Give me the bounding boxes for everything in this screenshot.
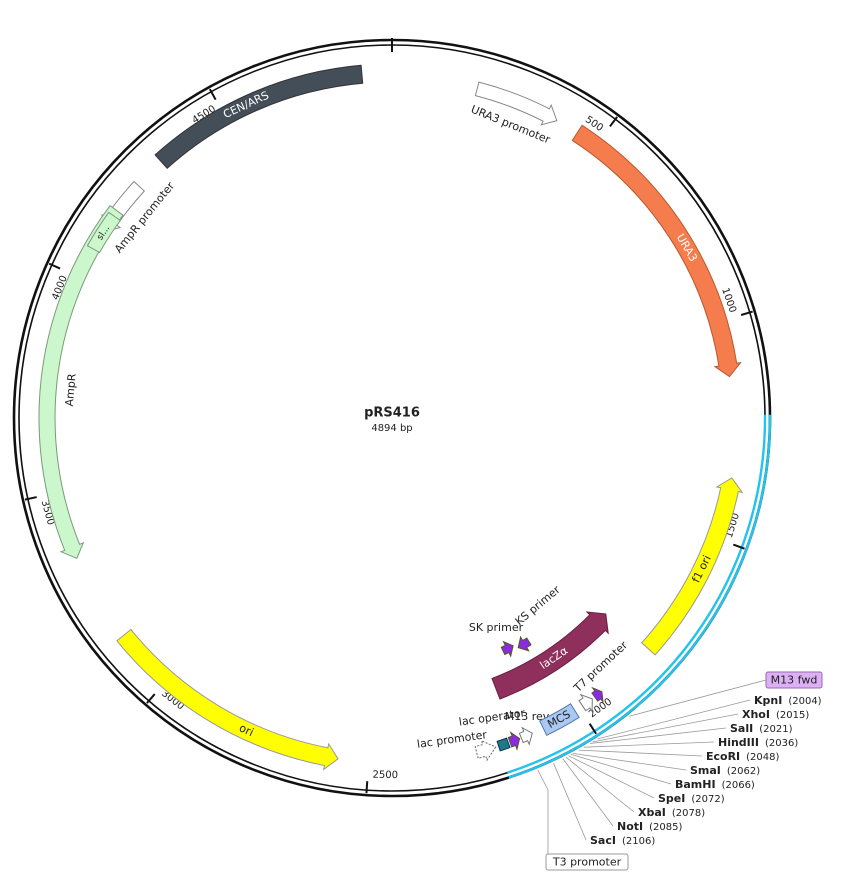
feature-label: AmpR <box>63 373 79 407</box>
feature <box>116 628 339 771</box>
site-label: SpeI (2072) <box>658 792 725 805</box>
ruler-label: 2500 <box>372 770 398 781</box>
site-position: (2106) <box>622 836 655 847</box>
site-name: NotI <box>617 820 643 833</box>
site-position: (2062) <box>727 766 760 777</box>
label-box <box>765 671 823 689</box>
site-label: KpnI (2004) <box>754 694 822 707</box>
label-box <box>545 853 629 871</box>
site-position: (2021) <box>759 724 792 735</box>
ruler-tick <box>208 88 217 101</box>
site-name: SalI <box>730 722 753 735</box>
site-name: XhoI <box>742 708 770 721</box>
feature <box>539 703 580 736</box>
site-connector <box>583 741 715 748</box>
ruler-tick <box>740 310 753 316</box>
site-connector <box>570 753 672 785</box>
site-position: (2066) <box>722 780 755 791</box>
site-connector <box>553 762 587 841</box>
feature-label: M13 rev <box>505 710 550 723</box>
site-label: HindIII (2036) <box>718 736 798 749</box>
plasmid-size: 4894 bp <box>371 423 412 434</box>
feature <box>571 124 742 378</box>
site-connector <box>592 713 739 743</box>
feature-label: SK primer <box>469 621 524 634</box>
feature <box>496 737 511 752</box>
site-position: (2078) <box>672 808 705 819</box>
site-name: KpnI <box>754 694 782 707</box>
site-connector <box>597 699 751 740</box>
feature-arrow <box>518 726 533 746</box>
connector <box>629 679 767 717</box>
feature <box>500 640 514 658</box>
site-label: SmaI (2062) <box>690 764 760 777</box>
ruler-tick <box>588 723 597 735</box>
site-name: SpeI <box>658 792 685 805</box>
site-connector <box>578 749 703 757</box>
site-label: NotI (2085) <box>617 820 682 833</box>
feature <box>507 731 521 751</box>
site-label: XhoI (2015) <box>742 708 809 721</box>
site-connector <box>562 758 614 827</box>
site-position: (2048) <box>746 752 779 763</box>
feature-arrow <box>591 686 604 704</box>
feature <box>474 81 558 126</box>
feature <box>578 693 593 713</box>
site-connector <box>568 755 655 799</box>
ruler-tick <box>609 116 618 128</box>
feature-label: ori <box>237 721 255 739</box>
feature <box>154 64 364 170</box>
site-position: (2085) <box>649 822 682 833</box>
selection-arc <box>508 414 772 779</box>
site-label: EcoRI (2048) <box>706 750 780 763</box>
ruler-tick <box>365 781 369 794</box>
site-name: HindIII <box>718 736 759 749</box>
site-position: (2072) <box>691 794 724 805</box>
feature <box>640 477 744 656</box>
site-label: SalI (2021) <box>730 722 793 735</box>
feature-label: T3 promoter <box>552 856 622 869</box>
site-name: XbaI <box>638 806 666 819</box>
plasmid-name: pRS416 <box>364 406 420 421</box>
site-position: (2004) <box>788 696 821 707</box>
site-connector <box>565 756 635 813</box>
feature-label: M13 fwd <box>771 674 818 687</box>
selection-arc <box>506 414 767 774</box>
ruler-tick <box>732 543 745 550</box>
ruler-tick <box>24 496 37 501</box>
site-name: EcoRI <box>706 750 740 763</box>
connector <box>537 769 549 855</box>
site-label: XbaI (2078) <box>638 806 705 819</box>
feature <box>491 611 609 700</box>
feature <box>474 739 497 762</box>
site-position: (2036) <box>765 738 798 749</box>
site-position: (2015) <box>776 710 809 721</box>
feature <box>517 635 532 652</box>
site-connector <box>590 727 727 744</box>
site-name: SmaI <box>690 764 721 777</box>
site-name: BamHI <box>675 778 716 791</box>
site-connector <box>572 753 687 771</box>
site-name: SacI <box>590 834 616 847</box>
ruler-tick <box>146 693 156 704</box>
feature <box>38 204 124 559</box>
feature <box>86 211 121 254</box>
ruler-tick <box>48 262 61 270</box>
site-label: BamHI (2066) <box>675 778 755 791</box>
site-label: SacI (2106) <box>590 834 655 847</box>
